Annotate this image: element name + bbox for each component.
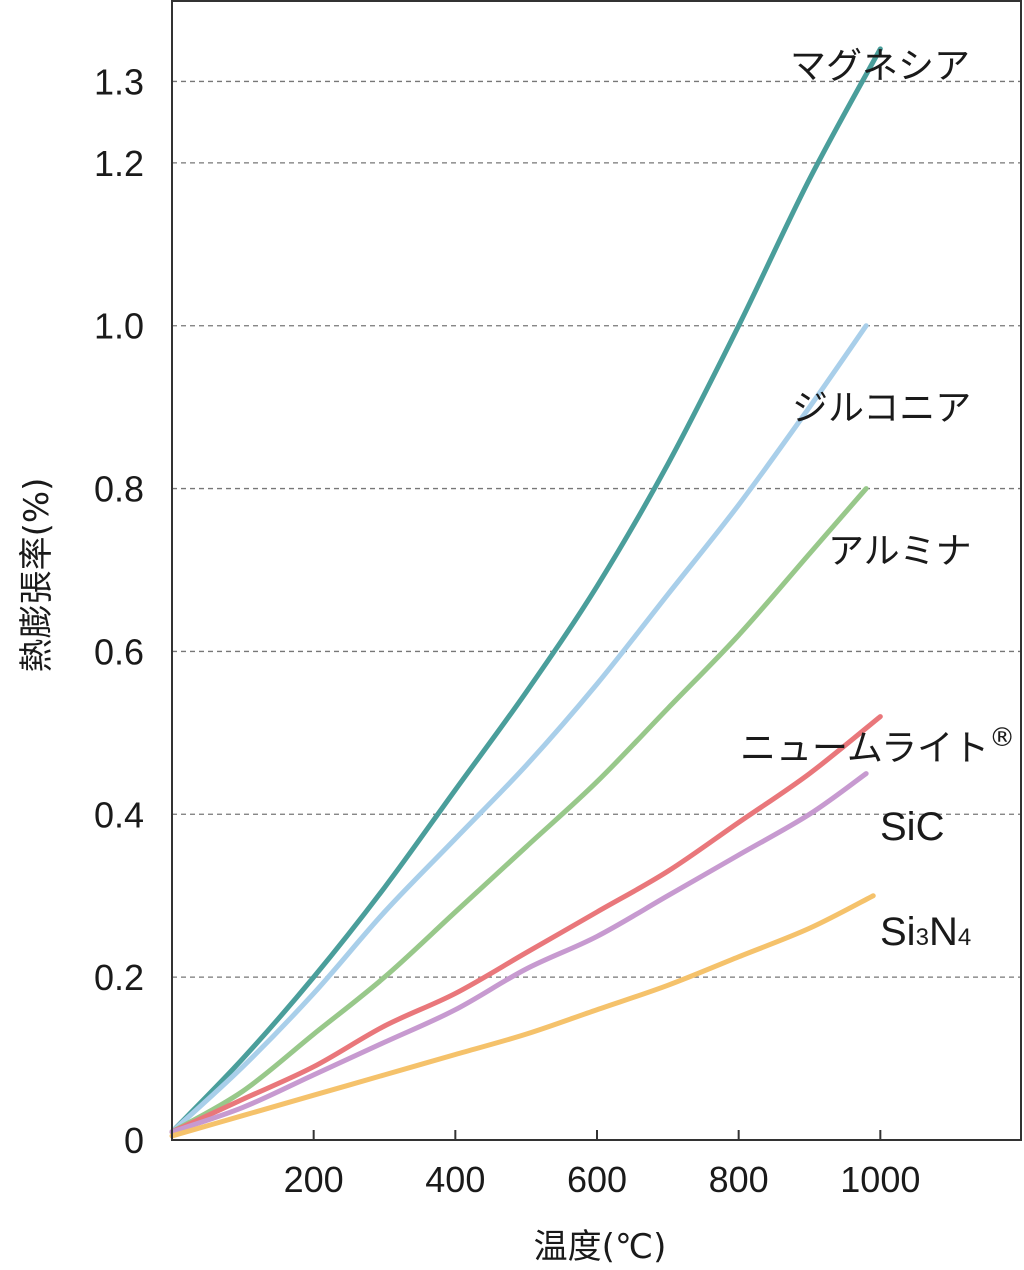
x-tick-label: 400 [425,1159,485,1200]
y-tick-label: 0.6 [94,631,144,672]
series-lines [169,46,883,1139]
y-tick-label: 0.8 [94,469,144,510]
x-tick-label: 600 [567,1159,627,1200]
series-label-2: アルミナ [828,531,972,572]
x-axis-ticks: 200 400 600 800 1000 [284,1130,920,1200]
series-label-4: SiC [880,805,944,849]
series-line-3 [169,714,883,1135]
y-tick-label: 1.0 [94,306,144,347]
y-tick-label: 1.2 [94,143,144,184]
y-axis-ticks: 0 0.2 0.4 0.6 0.8 1.0 1.2 1.3 [94,61,144,1161]
series-line-2 [169,486,869,1135]
x-axis-title: 温度(℃) [534,1227,667,1267]
series-label-5: Si3N4 [880,910,971,954]
y-axis-title: 熱膨張率(%) [17,478,57,673]
x-tick-label: 800 [709,1159,769,1200]
series-line-0 [169,46,883,1135]
y-tick-label: 0.4 [94,794,144,835]
y-tick-label: 0.2 [94,957,144,998]
grid-lines [172,80,1022,978]
y-tick-label: 0 [124,1120,144,1161]
x-tick-label: 1000 [840,1159,920,1200]
series-label-3: ニュームライト® [740,723,1015,769]
series-line-1 [169,323,869,1135]
series-label-1: ジルコニア [792,388,971,429]
y-tick-label: 1.3 [94,61,144,102]
series-line-4 [169,771,869,1135]
series-line-5 [169,893,876,1139]
x-tick-label: 200 [284,1159,344,1200]
series-label-0: マグネシア [790,46,970,87]
